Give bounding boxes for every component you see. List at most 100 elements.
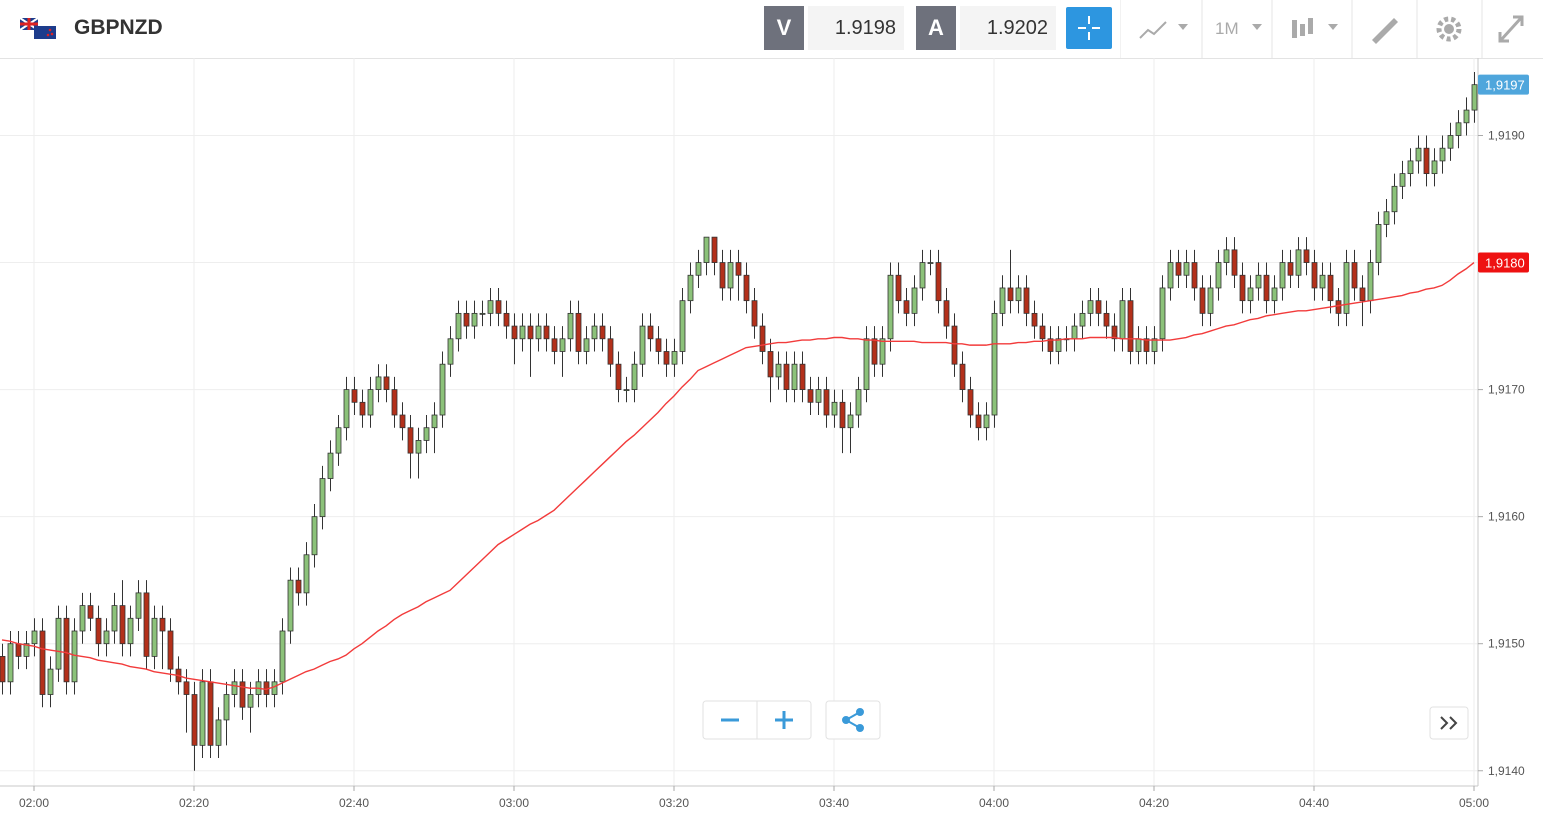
ma-label: 1,9180 bbox=[1485, 256, 1525, 271]
candle-body bbox=[1247, 287, 1254, 302]
timeframe[interactable]: 1M bbox=[1215, 19, 1239, 38]
axes: 1,9140 1,9150 1,9160 1,9170 1,9180 1,9190 02:0… bbox=[0, 58, 1529, 810]
candle-body bbox=[975, 414, 982, 429]
candle-body bbox=[519, 325, 526, 340]
candle-body bbox=[359, 401, 366, 416]
candle-body bbox=[479, 312, 486, 315]
symbol: GBPNZD bbox=[74, 16, 163, 39]
candle-body bbox=[847, 414, 854, 429]
candle-body bbox=[1375, 224, 1382, 263]
candle-body bbox=[159, 617, 166, 632]
candle-body bbox=[423, 427, 430, 441]
candle-body bbox=[223, 694, 230, 721]
candle-body bbox=[1031, 312, 1038, 327]
candle-body bbox=[47, 668, 54, 695]
candle-body bbox=[447, 338, 454, 365]
candle-body bbox=[1055, 338, 1062, 352]
candle-body bbox=[279, 630, 286, 683]
candle-body bbox=[903, 300, 910, 314]
candle-body bbox=[1447, 135, 1454, 149]
candle-body bbox=[775, 363, 782, 378]
candle-body bbox=[31, 630, 38, 645]
candle-body bbox=[599, 325, 606, 340]
candle-body bbox=[983, 414, 990, 429]
candle-body bbox=[911, 287, 918, 314]
candle-body bbox=[1327, 274, 1334, 302]
toolbar-icons[interactable] bbox=[1120, 0, 1543, 58]
candle-body bbox=[767, 351, 774, 378]
candle-body bbox=[1175, 262, 1182, 276]
share-button[interactable] bbox=[825, 700, 881, 740]
buy-price[interactable]: 1.9202 bbox=[960, 6, 1056, 50]
ma-tag bbox=[1478, 252, 1529, 273]
candle-body bbox=[1151, 338, 1158, 352]
candle-body bbox=[1087, 300, 1094, 314]
candle-body bbox=[407, 427, 414, 454]
candle-body bbox=[1207, 287, 1214, 314]
candle-body bbox=[607, 338, 614, 365]
candle-body bbox=[15, 643, 22, 657]
candle-body bbox=[783, 363, 790, 391]
candle-body bbox=[151, 617, 158, 657]
candle-body bbox=[167, 630, 174, 670]
candle-body bbox=[527, 325, 534, 340]
candle-body bbox=[1215, 262, 1222, 289]
candle-body bbox=[87, 605, 94, 619]
candle-body bbox=[1079, 312, 1086, 327]
candle-body bbox=[839, 401, 846, 429]
candle-body bbox=[503, 312, 510, 327]
sell-price[interactable]: 1.9198 bbox=[808, 6, 904, 50]
chart: 1,9140 1,9150 1,9160 1,9170 1,9180 1,9190 02:0… bbox=[0, 58, 1529, 810]
buy-label[interactable]: A bbox=[916, 6, 956, 50]
x-tick-label: 04:40 bbox=[1299, 796, 1329, 810]
candle-body bbox=[1135, 338, 1142, 352]
sell-label[interactable]: V bbox=[764, 6, 804, 50]
candle-body bbox=[863, 338, 870, 391]
candle-body bbox=[455, 312, 462, 340]
candle-body bbox=[1439, 147, 1446, 162]
candle-body bbox=[415, 440, 422, 454]
candle-body bbox=[887, 274, 894, 340]
last-price-label: 1,9197 bbox=[1485, 78, 1525, 93]
candle-body bbox=[127, 617, 134, 645]
candle-body bbox=[383, 376, 390, 391]
zoom-in[interactable] bbox=[775, 711, 793, 729]
scroll-end-button[interactable] bbox=[1429, 706, 1469, 740]
candle-body bbox=[191, 694, 198, 746]
plot-area bbox=[0, 71, 1478, 771]
candle-body bbox=[1351, 262, 1358, 289]
candle-body bbox=[831, 401, 838, 416]
candle-body bbox=[271, 681, 278, 695]
candle-body bbox=[1463, 109, 1470, 124]
candle-body bbox=[1335, 300, 1342, 314]
candle-body bbox=[535, 325, 542, 340]
candle-body bbox=[103, 630, 110, 645]
candle-body bbox=[871, 338, 878, 365]
candle-body bbox=[295, 579, 302, 594]
candle-body bbox=[231, 681, 238, 695]
candle-body bbox=[735, 262, 742, 276]
candle-body bbox=[135, 592, 142, 619]
candle-body bbox=[1383, 211, 1390, 225]
candle-body bbox=[55, 617, 62, 670]
candle-body bbox=[487, 300, 494, 314]
y-tick-label: 1,9190 bbox=[1488, 129, 1525, 143]
y-tick-label: 1,9170 bbox=[1488, 383, 1525, 397]
candle-body bbox=[1311, 262, 1318, 289]
candle-body bbox=[1359, 287, 1366, 302]
candle-body bbox=[1287, 262, 1294, 276]
candle-body bbox=[567, 312, 574, 340]
candle-body bbox=[63, 617, 70, 683]
candle-body bbox=[1255, 274, 1262, 289]
candle-body bbox=[1391, 185, 1398, 213]
candle-body bbox=[679, 300, 686, 352]
candle-body bbox=[591, 325, 598, 340]
candle-body bbox=[1183, 262, 1190, 276]
candle-body bbox=[199, 681, 206, 746]
candle-body bbox=[463, 312, 470, 327]
candle-body bbox=[215, 719, 222, 746]
last-price-tag bbox=[1478, 74, 1529, 95]
candle-body bbox=[1223, 249, 1230, 263]
crosshair-button[interactable] bbox=[1066, 7, 1112, 49]
candle-body bbox=[1239, 274, 1246, 302]
